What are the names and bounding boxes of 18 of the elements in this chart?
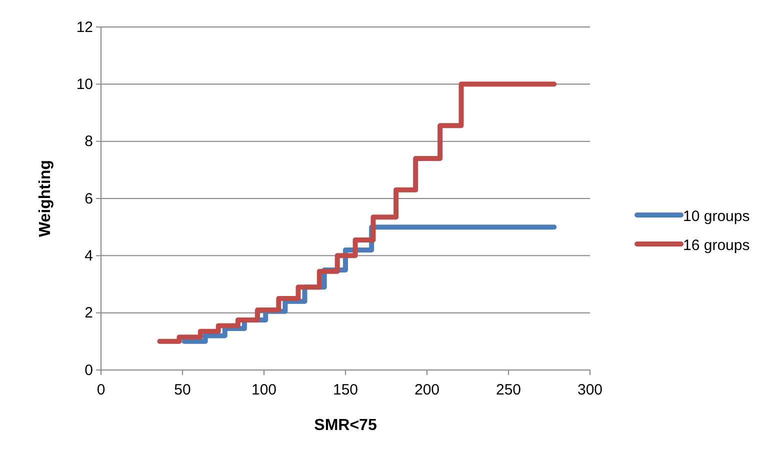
y-tick-label: 6 [84,190,93,208]
x-tick-label: 100 [251,382,277,398]
y-tick-label: 10 [76,76,93,93]
y-tick-label: 8 [84,133,93,150]
x-tick-label: 0 [96,382,106,398]
x-tick-label: 250 [496,382,522,398]
x-tick-label: 150 [332,382,358,398]
legend-label: 10 groups [683,208,750,225]
x-tick-label: 200 [414,382,440,398]
x-axis-title: SMR<75 [314,417,377,434]
y-tick-label: 12 [76,18,93,36]
y-tick-label: 2 [84,304,93,322]
y-tick-label: 0 [84,362,93,379]
y-axis-title: Weighting [37,160,54,238]
x-tick-label: 50 [174,382,191,398]
x-tick-label: 300 [577,382,603,398]
y-tick-label: 4 [84,247,93,264]
legend-label: 16 groups [683,237,750,254]
